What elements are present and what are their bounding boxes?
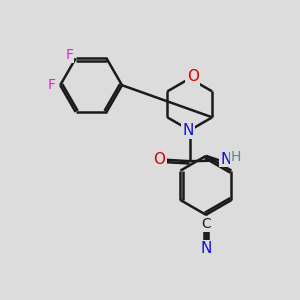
- Text: N: N: [220, 152, 232, 166]
- Text: O: O: [187, 70, 199, 85]
- Text: N: N: [200, 241, 211, 256]
- Text: C: C: [201, 217, 211, 231]
- Text: N: N: [183, 123, 194, 138]
- Text: O: O: [153, 152, 165, 167]
- Text: F: F: [48, 78, 56, 92]
- Text: F: F: [65, 48, 73, 62]
- Text: H: H: [230, 150, 241, 164]
